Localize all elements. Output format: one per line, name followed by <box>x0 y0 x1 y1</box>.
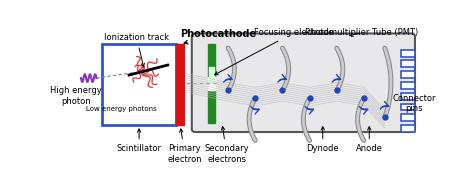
Bar <box>176 44 184 125</box>
Bar <box>208 44 215 77</box>
Text: Anode: Anode <box>356 127 383 153</box>
Text: Connector
pins: Connector pins <box>392 94 436 113</box>
Bar <box>401 60 415 67</box>
Text: Ionization track: Ionization track <box>104 33 169 67</box>
Text: Low energy photons: Low energy photons <box>86 106 156 112</box>
Bar <box>401 104 415 110</box>
Bar <box>401 50 415 57</box>
Text: Dynode: Dynode <box>306 127 339 153</box>
Text: Secondary
electrons: Secondary electrons <box>204 127 249 164</box>
Bar <box>102 44 175 125</box>
Bar <box>209 67 214 82</box>
Bar <box>401 125 415 132</box>
Bar <box>208 91 215 123</box>
Bar <box>401 71 415 78</box>
FancyBboxPatch shape <box>192 33 415 132</box>
Text: High energy
photon: High energy photon <box>50 86 102 105</box>
Bar <box>401 93 415 100</box>
Bar <box>401 82 415 89</box>
Text: Primary
electron: Primary electron <box>167 129 202 164</box>
Text: Scintillator: Scintillator <box>117 129 162 153</box>
Text: Photomultiplier Tube (PMT): Photomultiplier Tube (PMT) <box>305 28 418 37</box>
Bar <box>401 114 415 121</box>
Text: Photocathode: Photocathode <box>180 29 256 44</box>
Text: Focusing electrode: Focusing electrode <box>215 28 334 75</box>
Bar <box>208 77 215 91</box>
